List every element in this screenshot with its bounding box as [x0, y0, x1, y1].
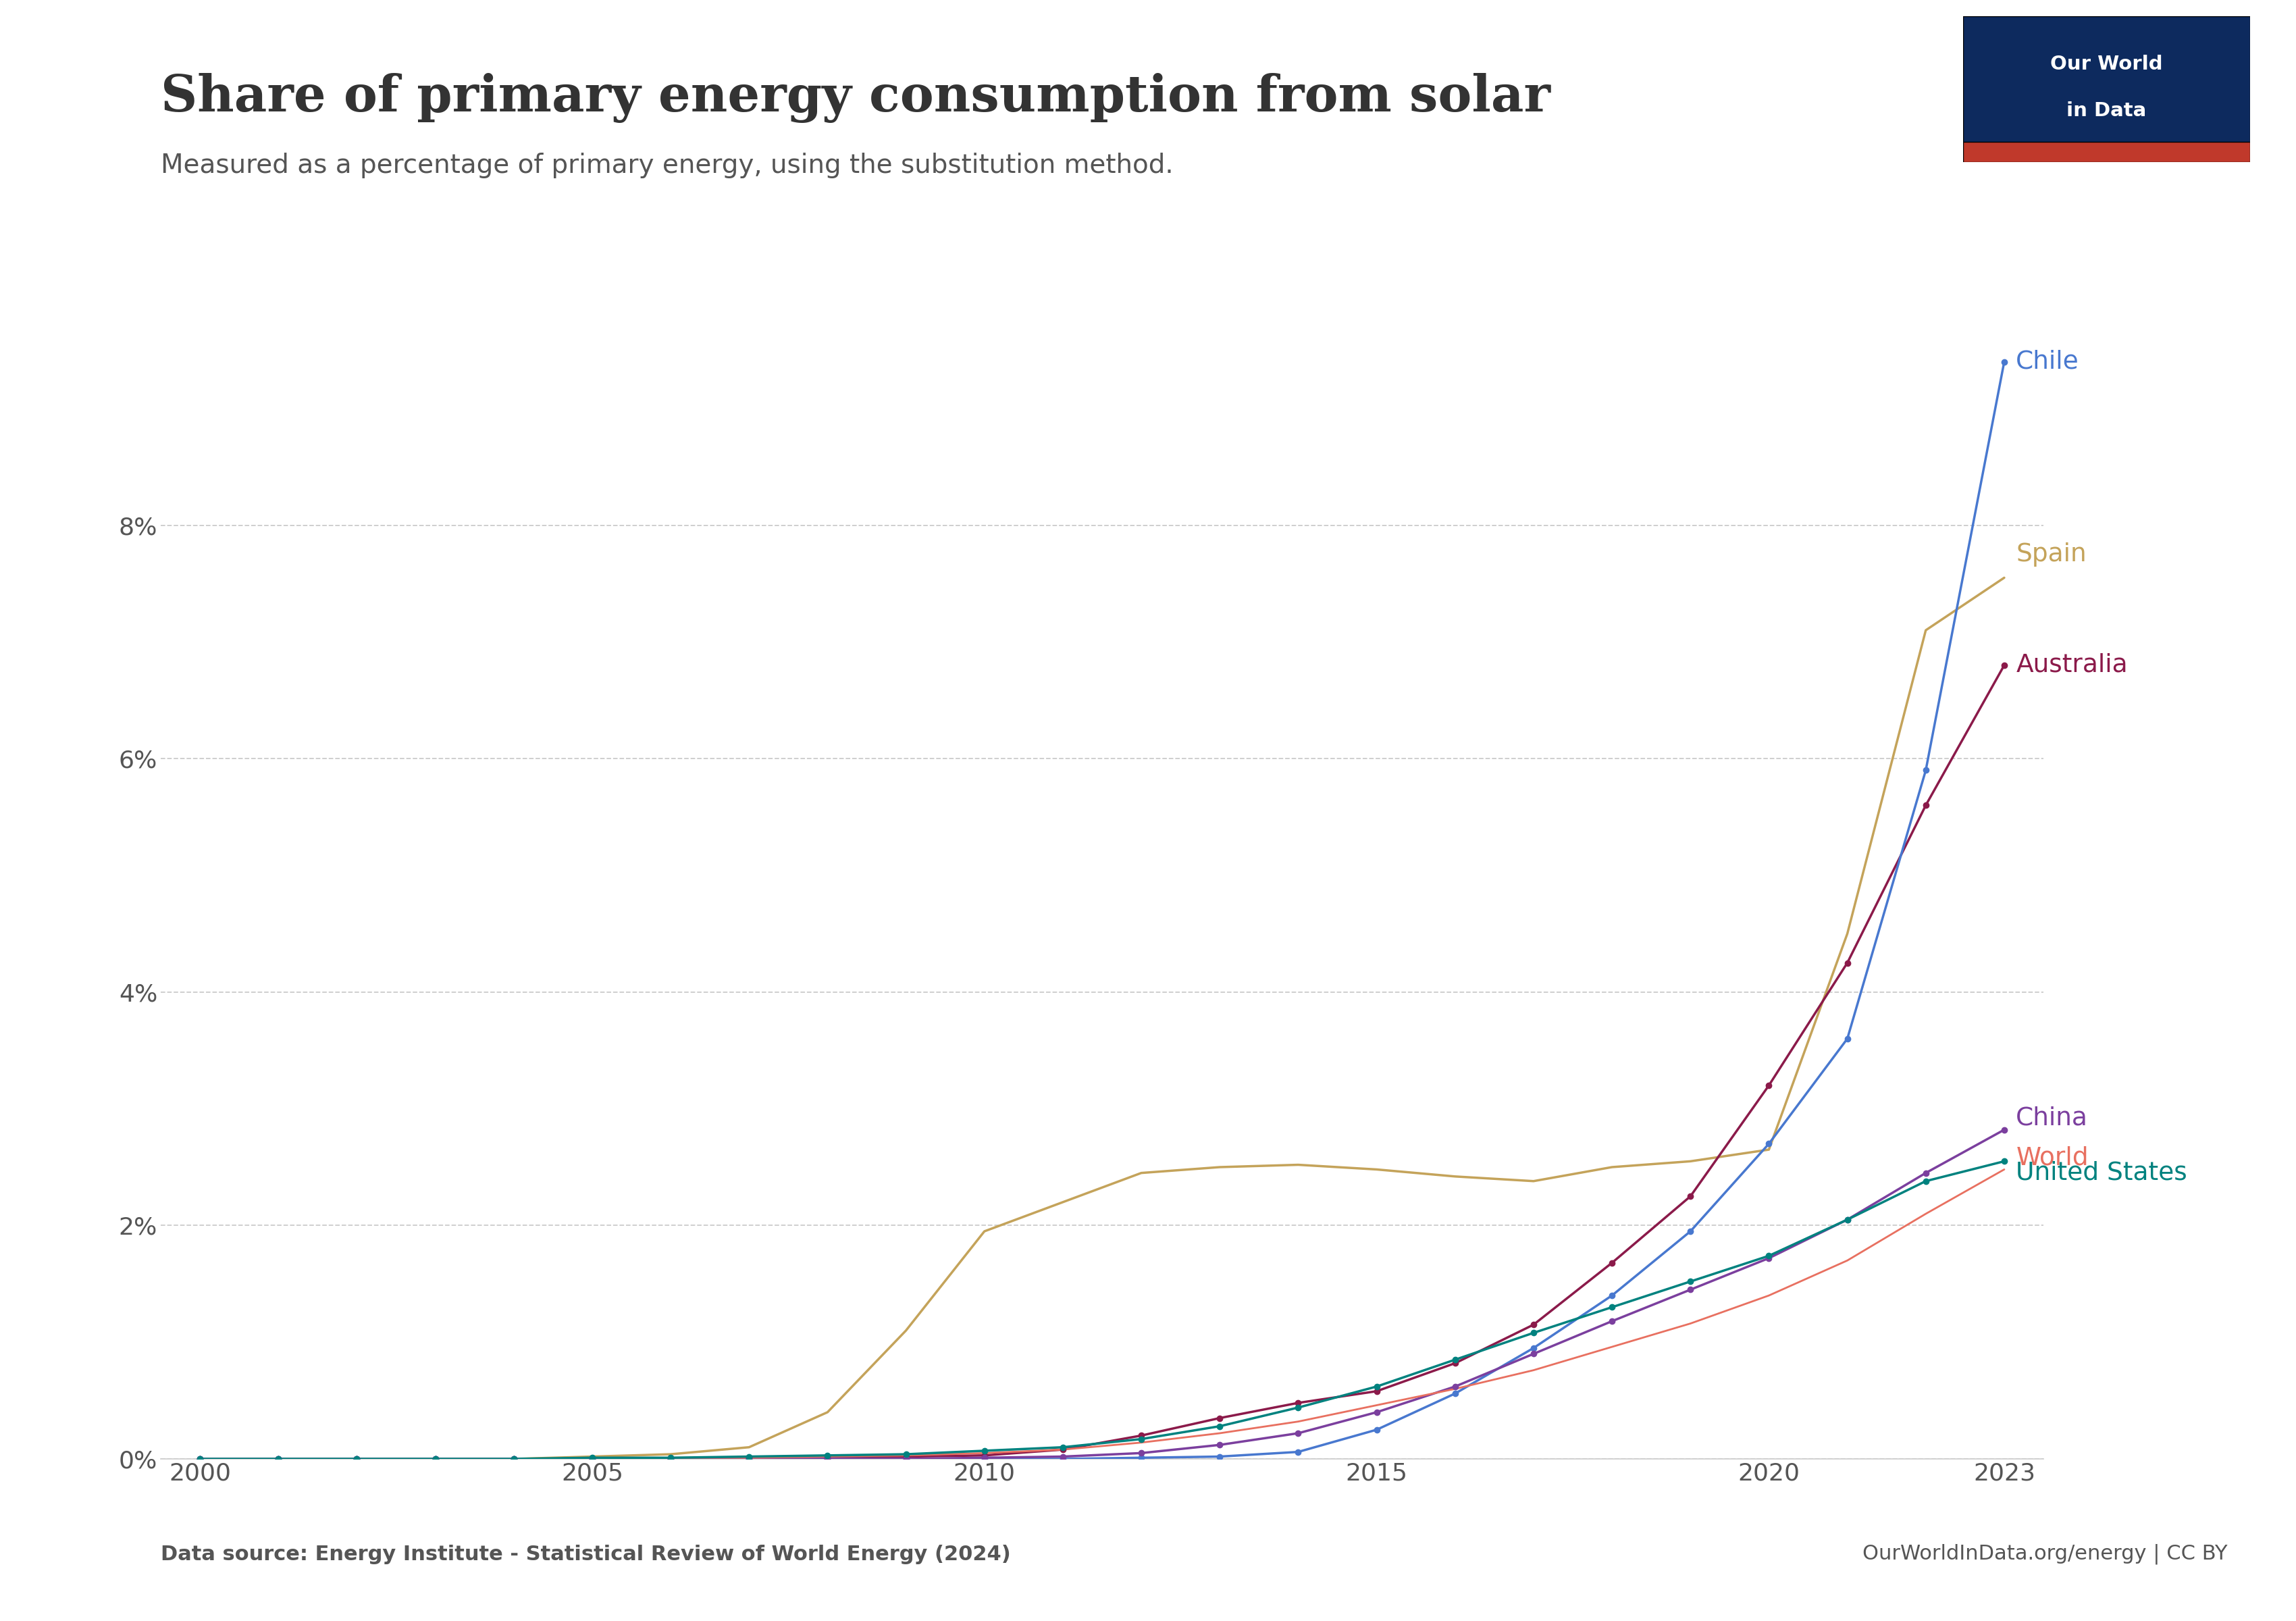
- Text: China: China: [2016, 1106, 2087, 1130]
- Text: in Data: in Data: [2066, 102, 2147, 120]
- Text: United States: United States: [2016, 1161, 2188, 1185]
- Text: Australia: Australia: [2016, 653, 2128, 678]
- Text: Chile: Chile: [2016, 350, 2080, 374]
- Text: Share of primary energy consumption from solar: Share of primary energy consumption from…: [161, 73, 1550, 123]
- FancyBboxPatch shape: [1963, 16, 2250, 162]
- Text: World: World: [2016, 1146, 2089, 1170]
- Text: Measured as a percentage of primary energy, using the substitution method.: Measured as a percentage of primary ener…: [161, 152, 1173, 178]
- Text: OurWorldInData.org/energy | CC BY: OurWorldInData.org/energy | CC BY: [1862, 1543, 2227, 1564]
- Text: Data source: Energy Institute - Statistical Review of World Energy (2024): Data source: Energy Institute - Statisti…: [161, 1545, 1010, 1564]
- Text: Spain: Spain: [2016, 541, 2087, 567]
- FancyBboxPatch shape: [1963, 141, 2250, 162]
- Text: Our World: Our World: [2050, 55, 2163, 75]
